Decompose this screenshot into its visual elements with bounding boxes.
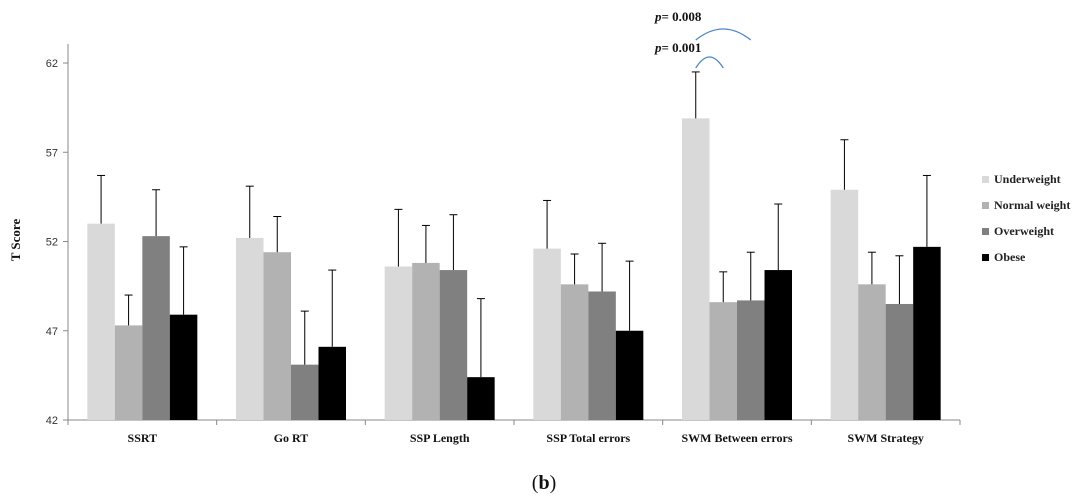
x-tick-label: SWM Strategy [848,431,924,445]
bar [913,246,941,420]
y-axis-title: T Score [8,219,23,262]
bar [737,300,765,420]
legend-label: Obese [994,250,1026,264]
legend-label: Underweight [994,172,1061,186]
legend-swatch [982,228,989,235]
bar [142,236,170,420]
legend-label: Overweight [994,224,1054,238]
caption-letter: b [538,472,550,494]
bar [236,237,264,420]
bars [87,118,941,421]
bar [169,314,198,420]
significance-bracket [695,28,752,41]
bar [615,330,644,420]
bar [560,284,589,420]
x-tick-label: SWM Between errors [681,431,792,445]
x-tick-label: SSRT [128,431,158,445]
error-bars [97,71,931,378]
bar [263,252,291,420]
bar [87,223,115,420]
bar [830,189,859,420]
p-value-label: p= 0.008 [654,9,702,24]
bar [709,302,737,420]
y-tick-label: 47 [46,326,58,338]
legend: Underweight Normal weight Overweight Obese [982,172,1070,264]
bar-chart: SSRT Go RT SSP Length SSP Total errors SWM B… [8,9,1070,445]
caption-close: ) [549,472,557,494]
x-tick-label: SSP Length [410,431,470,445]
p-value-label: p= 0.001 [654,40,701,55]
bar [439,270,468,420]
bar [384,266,413,420]
bar [412,262,440,420]
y-tick-label: 57 [46,147,58,159]
bar [764,270,792,420]
legend-label: Normal weight [994,198,1070,212]
bar [885,303,914,420]
axes [63,44,961,425]
y-tick-label: 42 [46,415,58,427]
bar [533,248,561,420]
significance-annotations: p= 0.001 p= 0.008 [654,9,752,69]
bar [858,284,886,420]
bar [467,377,495,420]
x-tick-label: SSP Total errors [546,431,630,445]
caption-open: ( [531,472,539,494]
legend-swatch [982,176,989,183]
legend-swatch [982,202,989,209]
y-tick-label: 52 [46,237,58,249]
bar [588,291,616,420]
x-tick-label: Go RT [274,431,309,445]
significance-bracket [695,56,724,69]
bar [114,325,143,420]
bar [682,118,710,421]
bar [318,346,346,420]
y-axis-labels: 42 47 52 57 62 [46,58,58,427]
bar [291,364,319,420]
x-axis-labels: SSRT Go RT SSP Length SSP Total errors SWM B… [128,431,924,445]
figure-caption: (b) [0,472,1088,495]
legend-swatch [982,254,989,261]
y-tick-label: 62 [46,58,58,70]
